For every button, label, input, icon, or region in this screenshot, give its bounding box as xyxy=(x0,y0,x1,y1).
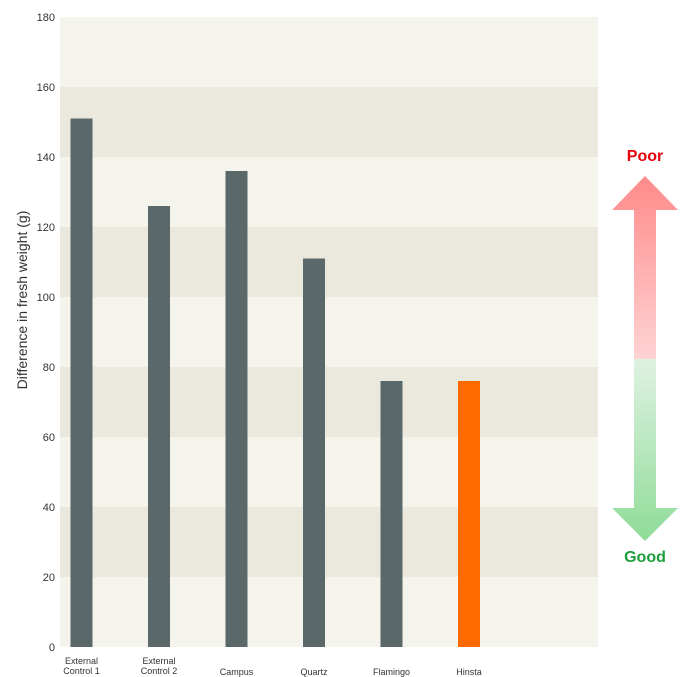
grid-band xyxy=(60,507,598,577)
poor-label: Poor xyxy=(627,148,663,165)
x-tick-label: External Control 1 xyxy=(63,656,100,676)
x-tick-label: External Control 2 xyxy=(141,656,178,676)
plot-background xyxy=(60,17,598,647)
grid-band xyxy=(60,17,598,87)
grid-band xyxy=(60,157,598,227)
grid-band xyxy=(60,87,598,157)
down-arrow-icon xyxy=(612,359,678,541)
bar-quartz xyxy=(303,258,325,647)
grid-band xyxy=(60,227,598,297)
scale-indicator: Poor Good xyxy=(612,148,678,566)
y-tick-label: 20 xyxy=(43,572,55,584)
x-tick-label: Hinsta xyxy=(456,667,482,677)
x-axis-labels: External Control 1 External Control 2 Campus… xyxy=(63,656,482,677)
y-axis-ticks: 0 20 40 60 80 100 120 140 160 180 xyxy=(37,12,55,654)
y-tick-label: 0 xyxy=(49,642,55,654)
bar-series xyxy=(70,118,480,647)
grid-band xyxy=(60,437,598,507)
y-tick-label: 140 xyxy=(37,152,55,164)
grid-band xyxy=(60,297,598,367)
x-tick-label: Campus xyxy=(220,667,254,677)
y-tick-label: 100 xyxy=(37,292,55,304)
y-tick-label: 160 xyxy=(37,82,55,94)
x-tick-label: Flamingo xyxy=(373,667,410,677)
bar-flamingo xyxy=(380,381,403,647)
y-axis-title: Difference in fresh weight (g) xyxy=(14,211,30,390)
y-tick-label: 180 xyxy=(37,12,55,24)
up-arrow-icon xyxy=(612,176,678,359)
bar-external-control-1 xyxy=(70,118,93,647)
bar-external-control-2 xyxy=(148,206,170,647)
bar-hinsta xyxy=(458,381,480,647)
bar-campus xyxy=(225,171,248,647)
x-tick-label: Quartz xyxy=(300,667,328,677)
y-tick-label: 80 xyxy=(43,362,55,374)
good-label: Good xyxy=(624,549,666,566)
y-tick-label: 120 xyxy=(37,222,55,234)
y-tick-label: 60 xyxy=(43,432,55,444)
grid-band xyxy=(60,577,598,647)
y-tick-label: 40 xyxy=(43,502,55,514)
grid-band xyxy=(60,367,598,437)
